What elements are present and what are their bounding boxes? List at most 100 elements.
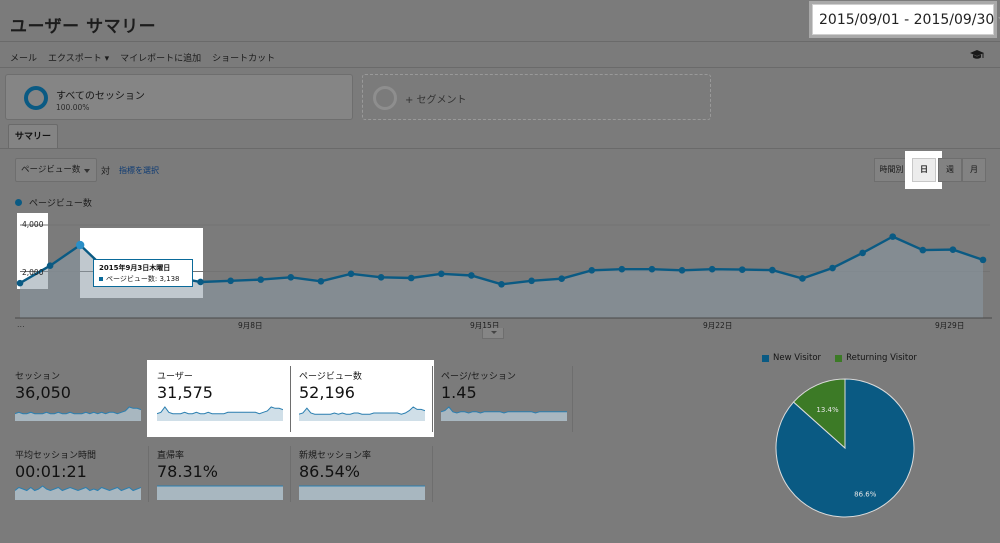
sparkline-fill — [441, 407, 567, 421]
data-point — [859, 249, 866, 257]
sparkline-line — [299, 406, 425, 415]
metric-value: 1.45 — [441, 383, 477, 402]
metric-users[interactable]: ユーザー 31,575 — [157, 369, 297, 443]
visitor-pie-chart: 86.6% 13.4% — [775, 378, 915, 518]
graduation-cap-icon[interactable] — [970, 49, 984, 61]
metric-pages-per-session[interactable]: ページ/セッション 1.45 — [441, 369, 581, 443]
header-divider — [0, 41, 1000, 42]
metric-value: 78.31% — [157, 462, 219, 481]
granularity-day-button[interactable]: 日 — [912, 158, 936, 182]
metric-pageviews[interactable]: ページビュー数 52,196 — [299, 369, 439, 443]
data-point — [407, 274, 415, 282]
data-point — [799, 275, 806, 282]
data-point — [528, 277, 535, 285]
tooltip-value-row: ページビュー数: 3,138 — [99, 274, 187, 285]
data-point — [498, 280, 505, 288]
actions-divider — [0, 67, 1000, 68]
shortcut-action[interactable]: ショートカット — [212, 54, 276, 64]
data-point — [46, 262, 54, 269]
granularity-hourly-button[interactable]: 時間別 — [874, 158, 909, 182]
metric-label: ユーザー — [157, 372, 193, 382]
granularity-month-button[interactable]: 月 — [962, 158, 986, 182]
metric-divider — [432, 446, 433, 502]
segment-ring-icon — [24, 86, 48, 110]
sparkline-fill — [15, 486, 141, 500]
add-segment-label: + セグメント — [405, 95, 467, 106]
metric-sparkline — [157, 406, 283, 421]
sparkline-line — [441, 406, 567, 414]
data-point — [558, 275, 565, 283]
page-title: ユーザー サマリー — [10, 17, 157, 37]
segment-all-sessions[interactable]: すべてのセッション 100.00% — [5, 74, 353, 120]
data-point — [438, 270, 445, 278]
data-point — [227, 277, 234, 285]
segment-percent: 100.00% — [56, 103, 90, 112]
data-point — [377, 274, 385, 281]
data-point — [979, 256, 987, 264]
data-point — [75, 240, 85, 250]
chevron-down-icon — [491, 331, 497, 334]
granularity-week-button[interactable]: 週 — [938, 158, 962, 182]
metric-sessions[interactable]: セッション 36,050 — [15, 369, 155, 443]
metric-label: 直帰率 — [157, 451, 185, 461]
pie-legend: New Visitor Returning Visitor — [762, 353, 917, 363]
collapse-chart-toggle[interactable] — [482, 328, 504, 339]
sparkline-fill — [299, 486, 425, 500]
metric-avg-session-duration[interactable]: 平均セッション時間 00:01:21 — [15, 448, 155, 522]
data-point — [769, 266, 776, 274]
legend-label: New Visitor — [773, 353, 822, 363]
legend-swatch — [762, 354, 769, 362]
metric-divider — [572, 366, 573, 432]
data-point — [678, 267, 686, 274]
x-tick-label: 9月15日 — [470, 321, 500, 330]
metric-new-sessions-rate[interactable]: 新規セッション率 86.54% — [299, 448, 439, 522]
segment-label: すべてのセッション — [56, 91, 145, 102]
metric-sparkline — [15, 406, 141, 421]
pie-legend-item[interactable]: Returning Visitor — [835, 353, 917, 363]
tooltip-value: ページビュー数: 3,138 — [106, 275, 180, 283]
metric-label: ページビュー数 — [299, 372, 362, 382]
pie-slice-label: 13.4% — [816, 406, 839, 414]
select-metric-link[interactable]: 指標を選択 — [119, 166, 159, 175]
metric-value: 36,050 — [15, 383, 71, 402]
metric-label: セッション — [15, 372, 61, 382]
vs-label: 対 — [101, 167, 111, 177]
chevron-down-icon — [998, 17, 1000, 22]
email-action[interactable]: メール — [10, 54, 38, 64]
data-point — [287, 274, 295, 281]
data-point — [829, 264, 836, 272]
area-fill — [20, 236, 983, 318]
pie-legend-item[interactable]: New Visitor — [762, 353, 821, 363]
metric-label: 新規セッション率 — [299, 451, 372, 461]
add-segment-button[interactable]: + セグメント — [362, 74, 711, 120]
metric-divider — [432, 366, 433, 432]
metric-bounce-rate[interactable]: 直帰率 78.31% — [157, 448, 297, 522]
data-point — [648, 265, 656, 273]
y-tick-label: 2,000 — [22, 268, 44, 277]
data-point — [197, 278, 204, 286]
x-tick-label: 9月29日 — [935, 321, 965, 330]
chart-tooltip: 2015年9月3日木曜日 ページビュー数: 3,138 — [93, 259, 193, 287]
data-point — [257, 276, 265, 283]
data-point — [588, 267, 596, 274]
metric-select[interactable]: ページビュー数 — [15, 158, 97, 182]
sparkline-line — [15, 406, 141, 415]
date-range-picker[interactable]: 2015/09/01 - 2015/09/30 — [812, 4, 1000, 35]
data-point — [317, 277, 325, 285]
y-tick-label: 4,000 — [22, 220, 44, 229]
segment-empty-ring-icon — [373, 86, 397, 110]
tab-divider — [0, 148, 1000, 149]
metric-sparkline — [15, 485, 141, 500]
date-range-text: 2015/09/01 - 2015/09/30 — [819, 11, 995, 28]
pie-slice-label: 86.6% — [854, 490, 877, 498]
legend-dot — [15, 199, 22, 206]
data-point — [347, 270, 355, 278]
metric-divider — [290, 366, 291, 432]
sparkline-fill — [299, 407, 425, 421]
add-to-dashboard-action[interactable]: マイレポートに追加 — [120, 54, 202, 64]
export-action[interactable]: エクスポート ▾ — [48, 54, 110, 64]
x-tick-label: 9月8日 — [238, 321, 263, 330]
metric-value: 86.54% — [299, 462, 361, 481]
tab-summary[interactable]: サマリー — [8, 124, 58, 149]
metric-value: 52,196 — [299, 383, 355, 402]
